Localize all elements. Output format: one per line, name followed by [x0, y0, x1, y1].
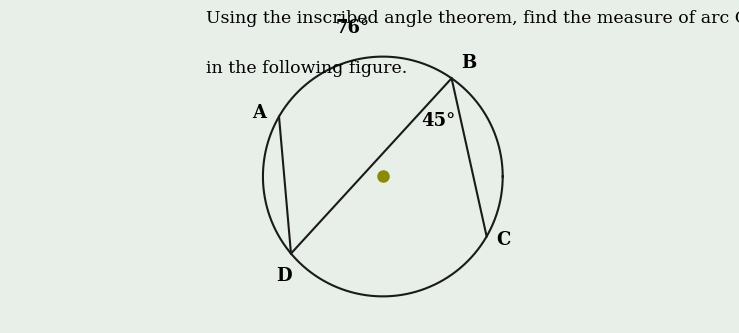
- Text: 76°: 76°: [336, 19, 370, 37]
- Text: C: C: [497, 231, 511, 249]
- Text: A: A: [252, 104, 266, 122]
- Text: B: B: [462, 54, 477, 72]
- Text: 45°: 45°: [422, 112, 456, 130]
- Text: Using the inscribed angle theorem, find the measure of arc CD and measure of ∠BD: Using the inscribed angle theorem, find …: [206, 10, 739, 27]
- Text: D: D: [276, 267, 292, 285]
- Text: in the following figure.: in the following figure.: [206, 60, 408, 77]
